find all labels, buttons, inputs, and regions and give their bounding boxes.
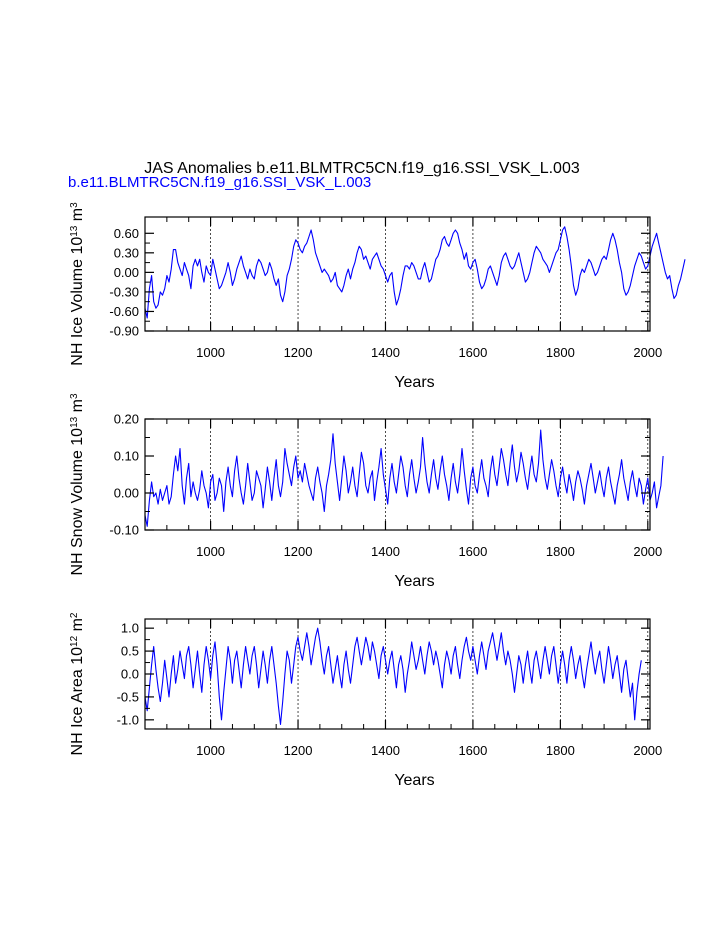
y-tick-label: -0.5 [117, 689, 139, 704]
figure-title: JAS Anomalies b.e11.BLMTRC5CN.f19_g16.SS… [144, 160, 580, 177]
x-tick-label: 1800 [546, 345, 575, 360]
y-axis-label-superscript: 3 [69, 393, 80, 399]
x-tick-label: 1400 [371, 345, 400, 360]
y-tick-label: 0.20 [114, 412, 139, 427]
chart-panel-1: 1000 1200 1400 1600 1800 2000 0.60 0.30 0.00 -0.3… [69, 202, 686, 391]
y-tick-label: 0.00 [114, 486, 139, 501]
x-axis-label: Years [394, 374, 434, 391]
y-axis-label-superscript: 13 [69, 416, 80, 428]
x-tick-label: 1200 [284, 345, 313, 360]
x-tick-label: 1600 [458, 345, 487, 360]
y-tick-label: -0.90 [109, 324, 139, 339]
y-tick-label: 0.10 [114, 449, 139, 464]
x-tick-label: 2000 [633, 345, 662, 360]
plot-frame [144, 216, 651, 332]
x-tick-label: 2000 [633, 544, 662, 559]
x-axis-label: Years [394, 573, 434, 590]
x-tick-label: 1800 [546, 743, 575, 758]
y-axis-label: NH Ice Area 1012 m2 [69, 612, 87, 755]
x-axis-label: Years [394, 772, 434, 789]
y-tick-label: 0.0 [121, 667, 139, 682]
x-tick-label: 2000 [633, 743, 662, 758]
panels-group: 1000 1200 1400 1600 1800 2000 0.60 0.30 0.00 -0.3… [69, 202, 686, 789]
y-tick-label: 0.00 [114, 265, 139, 280]
chart-panel-3: 1000 1200 1400 1600 1800 2000 1.0 0.5 0.0 -0.5 -1.… [69, 612, 663, 789]
y-tick-label: 0.5 [121, 644, 139, 659]
series-line [144, 429, 664, 527]
figure-subtitle: b.e11.BLMTRC5CN.f19_g16.SSI_VSK_L.003 [68, 174, 371, 191]
series-line [144, 627, 642, 725]
x-tick-label: 1400 [371, 544, 400, 559]
y-tick-label: -0.10 [109, 523, 139, 538]
y-axis-label-part: m [69, 399, 86, 417]
x-tick-label: 1600 [458, 743, 487, 758]
y-tick-label: 1.0 [121, 621, 139, 636]
x-tick-label: 1200 [284, 743, 313, 758]
y-tick-label: 0.30 [114, 245, 139, 260]
x-tick-label: 1600 [458, 544, 487, 559]
x-tick-label: 1400 [371, 743, 400, 758]
y-axis-label-superscript: 3 [69, 202, 80, 208]
x-tick-label: 1000 [196, 544, 225, 559]
y-axis-label-part: m [69, 618, 86, 636]
y-axis-label-superscript: 2 [69, 612, 80, 618]
y-axis-label: NH Ice Volume 1013 m3 [69, 202, 87, 366]
plot-frame [144, 418, 651, 531]
chart-panel-2: 1000 1200 1400 1600 1800 2000 0.20 0.10 0.00 -0.1… [69, 393, 664, 590]
y-axis-label-superscript: 12 [69, 635, 80, 647]
y-tick-label: -1.0 [117, 712, 139, 727]
x-tick-label: 1000 [196, 743, 225, 758]
y-axis-label-part: NH Snow Volume 10 [69, 428, 86, 576]
y-axis-label-part: m [69, 208, 86, 226]
y-axis-label-part: NH Ice Area 10 [69, 647, 86, 756]
y-axis-label: NH Snow Volume 1013 m3 [69, 393, 87, 576]
y-tick-label: 0.60 [114, 226, 139, 241]
x-tick-label: 1000 [196, 345, 225, 360]
y-tick-label: -0.30 [109, 284, 139, 299]
series-line [144, 226, 686, 319]
x-tick-label: 1200 [284, 544, 313, 559]
x-tick-label: 1800 [546, 544, 575, 559]
y-axis-label-part: NH Ice Volume 10 [69, 237, 86, 366]
y-tick-label: -0.60 [109, 304, 139, 319]
y-axis-label-superscript: 13 [69, 225, 80, 237]
